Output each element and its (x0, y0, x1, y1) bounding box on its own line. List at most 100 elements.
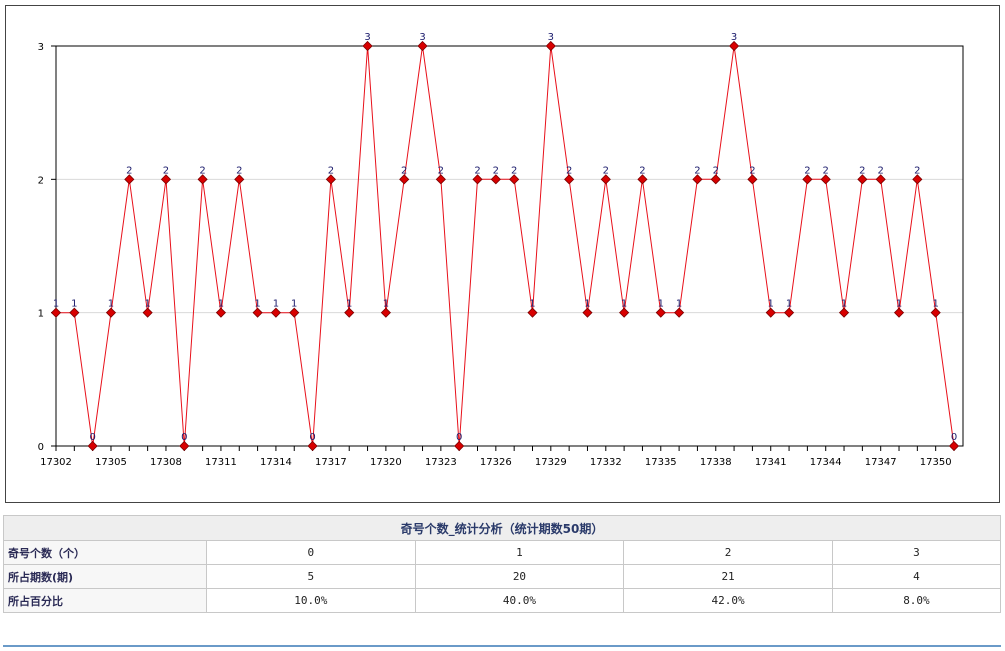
data-point (234, 174, 245, 185)
data-point (160, 174, 172, 185)
data-point (380, 307, 391, 318)
data-point (710, 174, 721, 185)
data-label: 2 (566, 165, 572, 176)
data-label: 1 (53, 299, 59, 310)
data-point (802, 174, 813, 185)
data-label: 3 (731, 32, 737, 43)
x-tick-label: 17311 (205, 457, 237, 468)
data-point (69, 307, 80, 318)
data-label: 2 (914, 165, 920, 176)
data-point (435, 174, 446, 185)
series-line (56, 45, 955, 447)
x-tick-label: 17329 (535, 457, 567, 468)
data-label: 1 (584, 299, 590, 310)
x-tick-label: 17326 (480, 457, 512, 468)
row-label: 所占期数(期) (3, 564, 207, 589)
data-label: 2 (236, 165, 242, 176)
data-label: 2 (878, 165, 884, 176)
data-label: 0 (456, 432, 462, 443)
data-point (765, 307, 776, 318)
table-cell: 10.0% (206, 588, 416, 613)
axes: 0 1 2 3 17302 17305 17308 17311 17314 17317 17320 1… (38, 42, 955, 468)
table-cell: 5 (206, 564, 416, 589)
stats-title-row: 奇号个数_统计分析（统计期数50期） (3, 515, 1001, 541)
data-point (270, 307, 281, 318)
data-point (179, 440, 190, 452)
data-point (252, 307, 263, 318)
data-point (545, 40, 556, 52)
table-row: 所占百分比 10.0% 40.0% 42.0% 8.0% (3, 588, 1002, 613)
y-tick-label: 3 (38, 42, 44, 53)
data-label: 0 (951, 432, 957, 443)
data-label: 1 (676, 299, 682, 310)
data-point (912, 174, 923, 185)
data-label: 2 (713, 165, 719, 176)
x-tick-label: 17332 (590, 457, 622, 468)
table-cell: 21 (623, 564, 833, 589)
data-point (215, 307, 227, 318)
data-point (454, 440, 465, 452)
data-point (948, 440, 960, 452)
data-point (619, 307, 630, 318)
data-point (820, 174, 831, 185)
data-point (674, 307, 685, 318)
x-tick-label: 17350 (920, 457, 952, 468)
x-tick-label: 17302 (40, 457, 72, 468)
data-label: 1 (841, 299, 847, 310)
data-label: 2 (493, 165, 499, 176)
data-point (783, 307, 795, 318)
x-tick-label: 17335 (645, 457, 677, 468)
y-tick-label: 1 (38, 309, 44, 320)
x-tick-label: 17323 (425, 457, 457, 468)
data-label: 3 (364, 32, 370, 43)
bottom-divider (3, 645, 1001, 647)
line-chart: 0 1 2 3 17302 17305 17308 17311 17314 17317 17320 1… (38, 32, 964, 468)
data-label: 2 (823, 165, 829, 176)
data-point (490, 174, 501, 185)
data-label: 2 (639, 165, 645, 176)
table-cell: 20 (414, 564, 625, 589)
data-label: 1 (346, 299, 352, 310)
data-point (637, 174, 648, 185)
table-cell: 4 (831, 564, 1002, 589)
table-cell: 3 (831, 540, 1002, 565)
series-markers (50, 40, 960, 452)
data-label: 2 (126, 165, 132, 176)
data-point (344, 307, 355, 318)
data-labels: 1 1 0 1 2 1 2 0 2 1 2 1 1 1 0 2 1 3 1 2 3 2 0 2 2 2 1 3 2 1 2 1 2 1 1 2 2 3 2 1… (53, 32, 957, 443)
data-point (399, 174, 410, 185)
data-point (417, 40, 428, 52)
data-label: 1 (144, 299, 150, 310)
data-label: 2 (474, 165, 480, 176)
data-point (875, 174, 886, 185)
data-label: 0 (181, 432, 187, 443)
data-label: 3 (419, 32, 425, 43)
data-label: 2 (603, 165, 609, 176)
data-point (930, 307, 941, 318)
data-point (600, 174, 611, 185)
data-label: 1 (896, 299, 902, 310)
data-label: 2 (694, 165, 700, 176)
stats-table: 奇号个数_统计分析（统计期数50期） 奇号个数（个） 0 1 2 3 所占期数(… (3, 515, 1002, 613)
x-tick-label: 17317 (315, 457, 347, 468)
data-label: 1 (529, 299, 535, 310)
data-point (747, 174, 758, 185)
data-label: 2 (749, 165, 755, 176)
data-point (325, 174, 336, 185)
data-label: 1 (658, 299, 664, 310)
table-cell: 8.0% (831, 588, 1002, 613)
data-point (307, 440, 318, 452)
x-tick-label: 17305 (95, 457, 127, 468)
data-point (655, 307, 666, 318)
data-label: 1 (273, 299, 279, 310)
x-tick-label: 17320 (370, 457, 402, 468)
data-label: 0 (89, 432, 95, 443)
data-label: 1 (218, 299, 224, 310)
data-label: 2 (511, 165, 517, 176)
data-point (857, 174, 868, 185)
table-row: 奇号个数（个） 0 1 2 3 (3, 540, 1002, 565)
data-point (564, 174, 575, 185)
y-tick-label: 2 (38, 175, 44, 186)
data-point (472, 174, 483, 185)
row-label: 所占百分比 (3, 588, 207, 613)
